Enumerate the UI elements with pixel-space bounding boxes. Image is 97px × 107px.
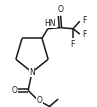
Text: HN: HN (45, 19, 56, 28)
Text: F: F (70, 40, 74, 50)
Text: O: O (58, 5, 63, 14)
Text: F: F (82, 16, 86, 25)
Text: O: O (36, 96, 42, 105)
Text: F: F (82, 30, 86, 39)
Text: O: O (11, 86, 17, 95)
Text: N: N (29, 68, 35, 77)
